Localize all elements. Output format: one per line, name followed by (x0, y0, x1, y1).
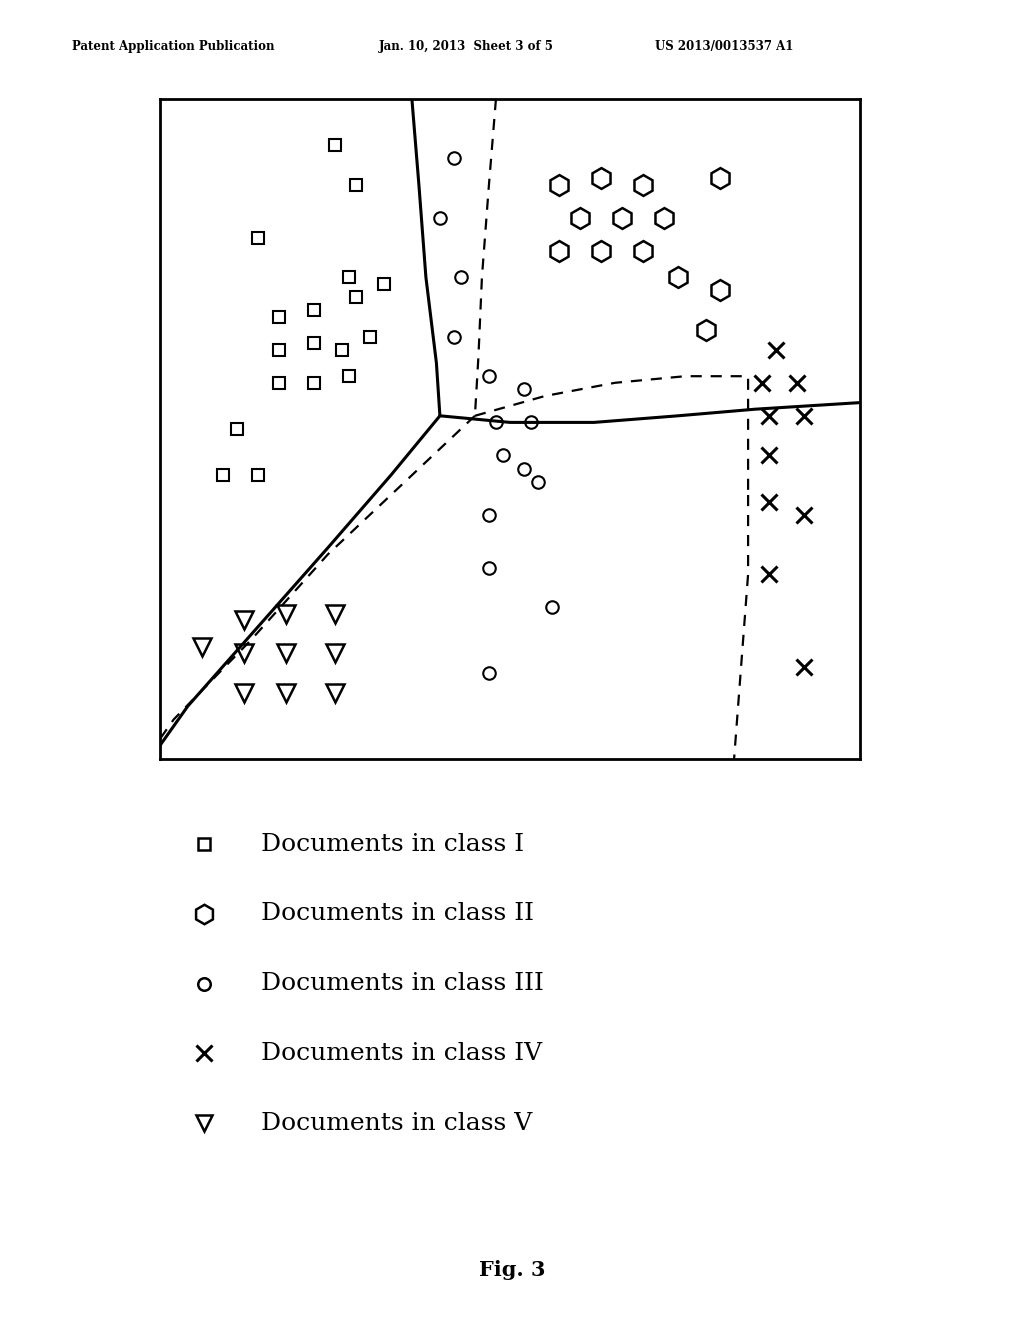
Text: Documents in class III: Documents in class III (261, 972, 544, 995)
Text: Documents in class I: Documents in class I (261, 833, 524, 855)
Text: US 2013/0013537 A1: US 2013/0013537 A1 (655, 40, 794, 53)
Text: Documents in class IV: Documents in class IV (261, 1041, 543, 1065)
Text: Fig. 3: Fig. 3 (479, 1259, 545, 1280)
Text: Documents in class II: Documents in class II (261, 903, 535, 925)
Text: Jan. 10, 2013  Sheet 3 of 5: Jan. 10, 2013 Sheet 3 of 5 (379, 40, 554, 53)
Text: Documents in class V: Documents in class V (261, 1111, 532, 1135)
Text: Patent Application Publication: Patent Application Publication (72, 40, 274, 53)
